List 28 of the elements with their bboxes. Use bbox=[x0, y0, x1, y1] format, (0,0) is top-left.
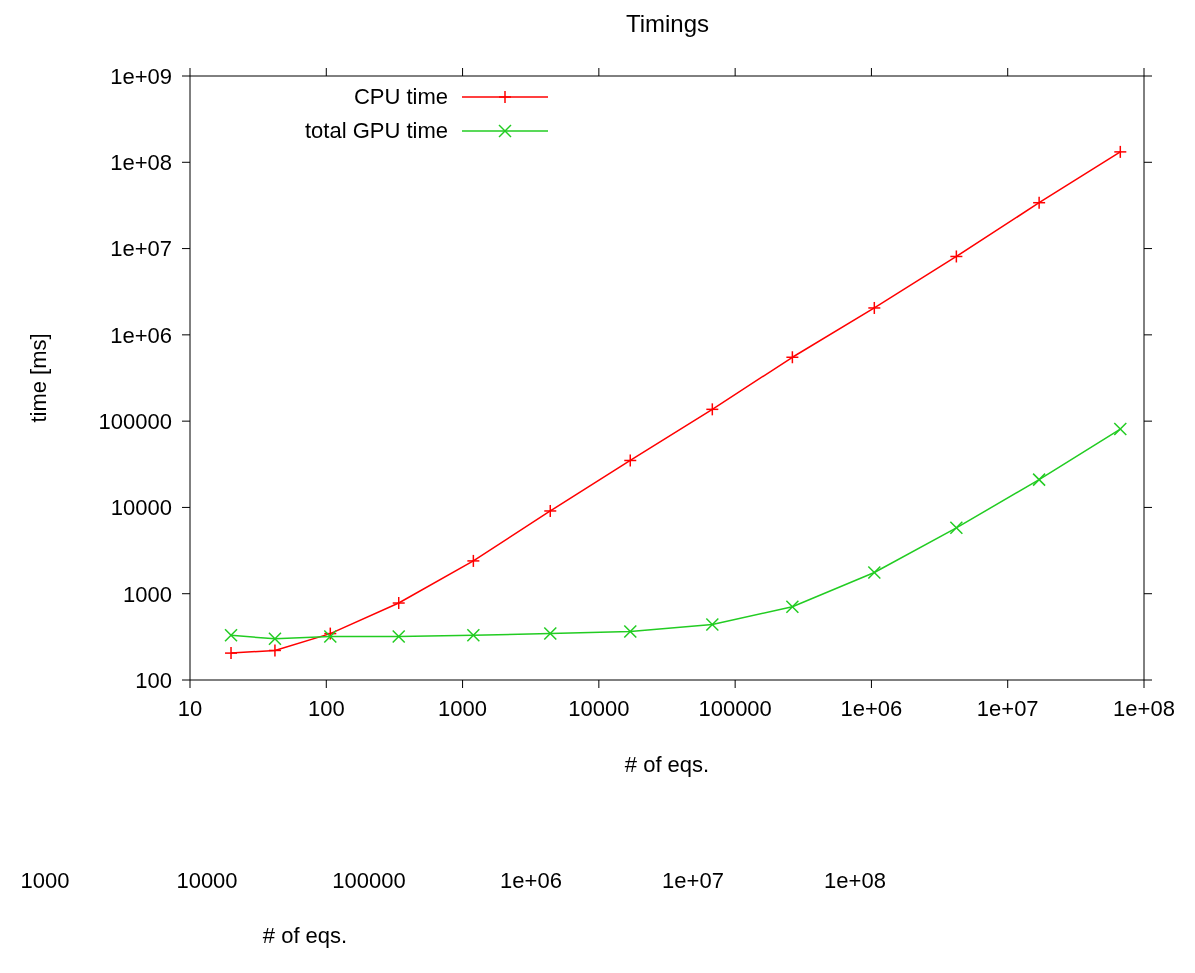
x-tick-label: 100 bbox=[307, 695, 345, 721]
x-tick-label: 1000 bbox=[438, 695, 488, 721]
y-tick-label: 1e+09 bbox=[110, 63, 172, 89]
x-tick-label: 10000 bbox=[568, 695, 630, 721]
x-tick-label: 1e+08 bbox=[1113, 695, 1175, 721]
x-tick-label: 100000 bbox=[698, 695, 772, 721]
text: # of eqs. bbox=[262, 923, 348, 949]
y-tick-label: 1000 bbox=[123, 581, 172, 607]
y-tick-label: 1e+06 bbox=[110, 322, 172, 348]
y-axis-title: time [ms] bbox=[25, 333, 51, 423]
text: 1e+06 bbox=[500, 868, 562, 894]
text: 1e+07 bbox=[662, 868, 724, 894]
x-tick-label: 10 bbox=[177, 695, 203, 721]
text: 100000 bbox=[332, 868, 406, 894]
y-tick-label: 1e+08 bbox=[110, 150, 172, 176]
x-axis-title: # of eqs. bbox=[624, 752, 710, 777]
text: 10000 bbox=[176, 868, 238, 894]
y-tick-label: 100000 bbox=[98, 408, 172, 434]
text: 1000 bbox=[20, 868, 70, 894]
y-tick-label: 10000 bbox=[110, 495, 172, 521]
chart-title: Timings bbox=[624, 10, 711, 38]
y-tick-label: 1e+07 bbox=[110, 236, 172, 262]
legend-label: CPU time bbox=[352, 84, 448, 110]
legend-label: total GPU time bbox=[303, 118, 448, 144]
x-tick-label: 1e+07 bbox=[976, 695, 1039, 721]
x-tick-label: 1e+06 bbox=[840, 695, 903, 721]
text: 1e+08 bbox=[824, 868, 886, 894]
y-tick-label: 100 bbox=[135, 667, 172, 693]
